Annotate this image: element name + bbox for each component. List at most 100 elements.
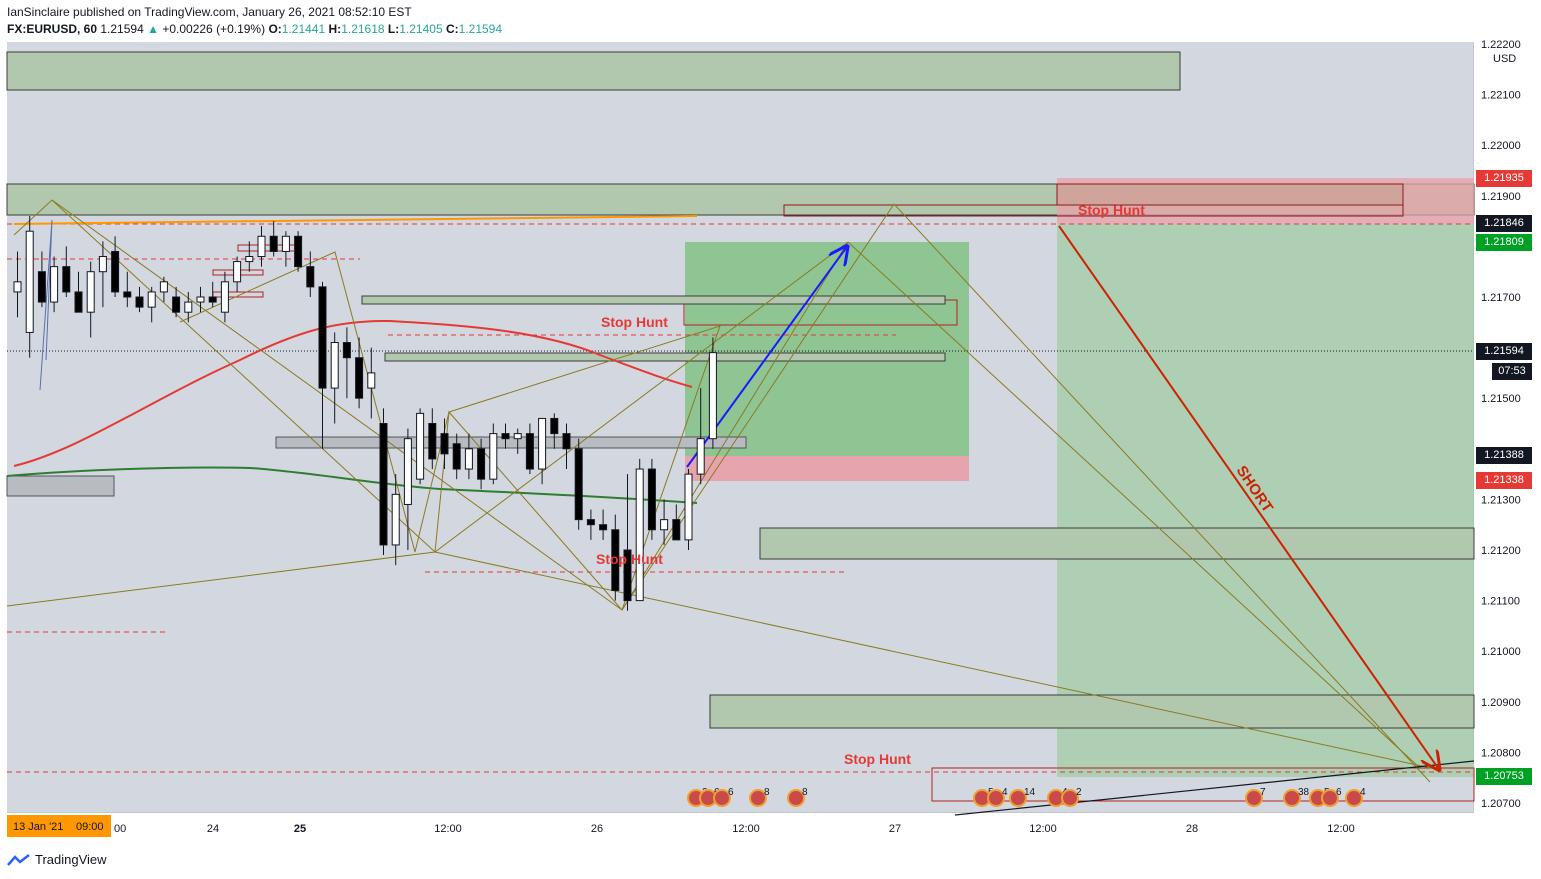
candle [599,509,608,540]
candle-body [330,342,339,389]
stop-hunt-label-low: Stop Hunt [596,551,663,567]
high-label: H: [328,22,342,36]
pattern-lines [6,199,1441,783]
candle [257,226,266,267]
candle-body [525,433,534,470]
candle-body [220,281,229,313]
event-count: 4 [1360,787,1366,798]
event-flag-icon[interactable] [1061,789,1079,807]
time-tick-label: 12:00 [732,823,760,835]
short-arrow[interactable] [1058,225,1438,768]
candle [220,271,229,323]
candle [86,261,95,338]
candle-body [62,266,71,293]
micro-zone-1[interactable] [361,295,946,305]
stop-hunt-box-top-fill[interactable] [1056,183,1404,206]
ma-red-line[interactable] [13,319,693,467]
candle [672,504,681,541]
candle [25,216,34,358]
short-target-zone[interactable] [1057,224,1474,777]
grey-zone-mid[interactable] [275,436,747,449]
trend-line[interactable] [954,760,1475,816]
candle [74,271,83,313]
demand-zone-1[interactable] [759,527,1475,560]
price-tag: 1.21846 [1476,215,1532,233]
price-axis[interactable] [1474,42,1534,842]
candle [330,332,339,424]
demand-zone-2[interactable] [709,694,1475,729]
candle [708,337,717,449]
cursor-date: 13 Jan '21 [13,821,63,833]
event-flag-icon[interactable] [1245,789,1263,807]
candle-body [37,271,46,303]
event-flag-icon[interactable] [787,789,805,807]
candle [684,469,693,550]
supply-zone-top[interactable] [6,51,1181,91]
event-flag-icon[interactable] [713,789,731,807]
candle-body [306,266,315,288]
candle [635,458,644,602]
economic-events[interactable]: 26688541442738564 [687,787,1366,807]
long-target-zone[interactable] [685,242,969,456]
time-axis[interactable] [7,813,1474,842]
candle [525,423,534,475]
orange-level-line[interactable] [13,215,698,225]
candle-body [403,438,412,505]
event-flag-icon[interactable] [1283,789,1301,807]
candle [111,236,120,297]
high-value: 1.21618 [341,22,385,36]
time-tick-label: 26 [591,823,603,835]
event-flag-icon[interactable] [1345,789,1363,807]
candle [50,256,59,313]
event-flag-icon[interactable] [1321,789,1339,807]
candle-body [196,296,205,303]
candle-body [708,352,717,440]
candle [611,514,620,601]
price-tick-label: 1.20900 [1481,697,1521,709]
candle [538,417,547,485]
candle-body [233,261,242,283]
ma-green-line[interactable] [6,466,698,504]
candle-body [611,529,620,591]
candle-body [696,438,705,475]
publish-info: IanSinclaire published on TradingView.co… [7,5,412,19]
event-flag-icon[interactable] [987,789,1005,807]
event-count: 6 [1336,787,1342,798]
event-flag-icon[interactable] [1009,789,1027,807]
candle [477,438,486,490]
stop-hunt-label-bottom: Stop Hunt [844,751,911,767]
candle-body [452,443,461,470]
candle [147,286,156,323]
candle-body [440,433,449,455]
event-flag-icon[interactable] [749,789,767,807]
time-tick-label: 12:00 [1029,823,1057,835]
candle-body [74,291,83,313]
cursor-time: 09:00 [76,821,104,833]
candle-body [184,301,193,313]
event-count: 7 [1260,787,1266,798]
candle [245,241,254,272]
event-count: 14 [1024,787,1036,798]
up-arrow-icon: ▲ [147,22,159,36]
candle-body [13,281,22,293]
candle-body [159,281,168,293]
brand-footer[interactable]: TradingView [7,852,107,867]
candles [13,216,717,611]
candle-body [379,423,388,546]
long-stop-zone[interactable] [685,456,969,481]
low-value: 1.21405 [399,22,443,36]
time-tick-label: 24 [207,823,219,835]
symbol-name[interactable]: FX:EURUSD, 60 [7,22,98,36]
candle-body [464,448,473,470]
time-tick-label: 28 [1186,823,1198,835]
candle [294,231,303,272]
candle [269,221,278,257]
grey-zone-left[interactable] [6,475,115,497]
stop-hunt-label-mid: Stop Hunt [601,314,668,330]
close-value: 1.21594 [458,22,503,36]
micro-zone-2[interactable] [384,352,946,362]
last-price: 1.21594 [100,22,144,36]
stop-hunt-box-bottom[interactable] [931,767,1475,802]
price-tick-label: 1.22000 [1481,140,1521,152]
